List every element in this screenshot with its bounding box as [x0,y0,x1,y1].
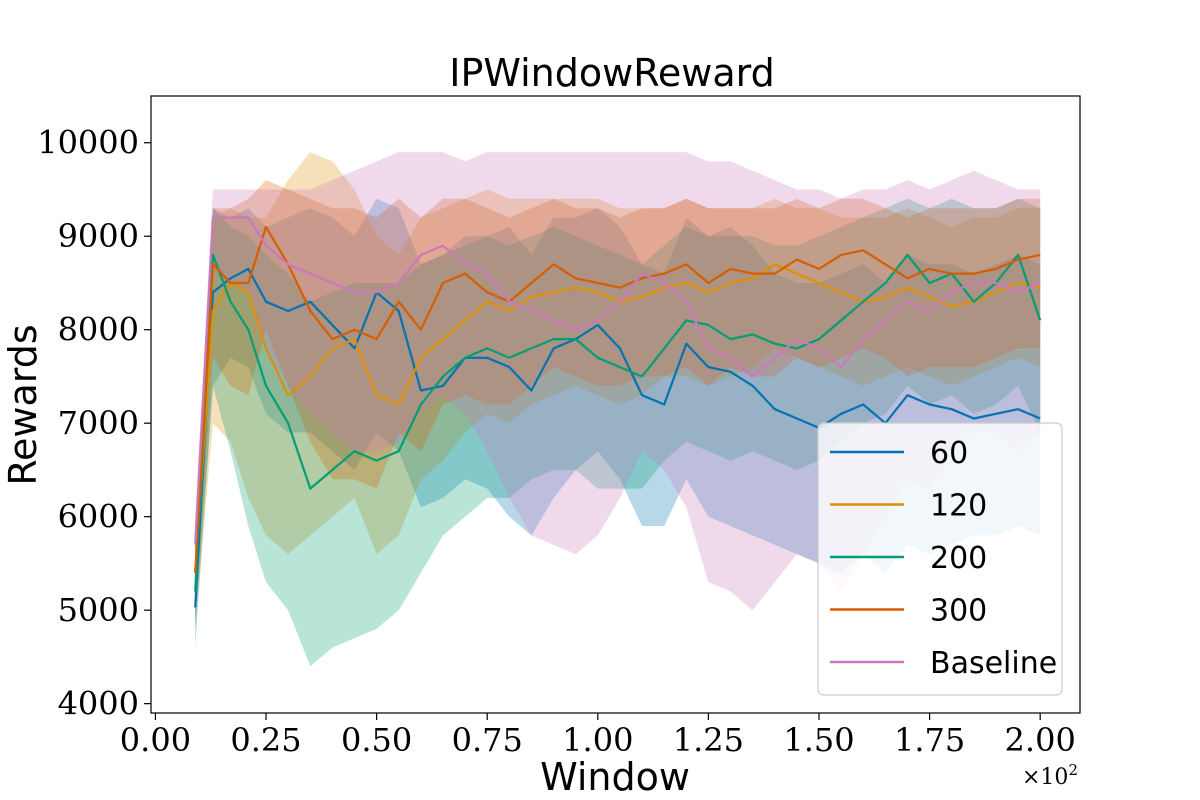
x-tick-label: 0.50 [341,721,412,759]
legend-frame [817,422,1063,696]
band-200 [195,198,1041,667]
y-tick-label: 8000 [58,311,139,349]
x-axis-multiplier: ×102 [1022,761,1078,790]
series-line-60 [194,267,1041,608]
x-axis-title: Window [540,755,690,799]
y-tick-label: 9000 [58,217,139,255]
x-axis-multiplier-exponent: 2 [1068,761,1078,779]
legend-label-120: 120 [930,489,987,524]
y-axis: 4000 5000 6000 7000 8000 9000 10000 [37,124,151,723]
series-line-baseline [194,216,1041,545]
legend-label-60: 60 [930,436,968,471]
y-tick-label: 10000 [37,124,139,162]
y-tick-label: 5000 [58,591,139,629]
x-tick-label: 1.00 [562,721,633,759]
y-tick-label: 6000 [58,498,139,536]
legend: 60 120 200 300 Baseline [817,422,1063,696]
series-line-200 [194,253,1042,592]
series-line-300 [194,225,1041,573]
legend-label-200: 200 [930,541,987,576]
x-tick-label: 0.00 [120,721,191,759]
legend-label-300: 300 [930,594,987,629]
x-axis-multiplier-base: ×10 [1022,765,1068,790]
plot-frame [150,95,1081,714]
x-tick-label: 1.50 [783,721,854,759]
x-tick-label: 1.75 [894,721,965,759]
y-tick-label: 4000 [58,685,139,723]
x-tick-label: 1.25 [673,721,744,759]
band-120 [195,152,1041,629]
chart-title: IPWindowReward [449,51,774,95]
legend-label-baseline: Baseline [930,646,1057,681]
x-tick-label: 2.00 [1005,721,1076,759]
x-axis: 0.00 0.25 0.50 0.75 1.00 1.25 1.50 1.75 2.00 [120,713,1076,759]
y-tick-label: 7000 [58,404,139,442]
band-300 [195,180,1041,620]
y-axis-title: Rewards [1,324,45,485]
series-lines [194,216,1042,608]
x-tick-label: 0.25 [230,721,301,759]
series-line-120 [194,263,1041,573]
x-tick-label: 0.75 [452,721,523,759]
